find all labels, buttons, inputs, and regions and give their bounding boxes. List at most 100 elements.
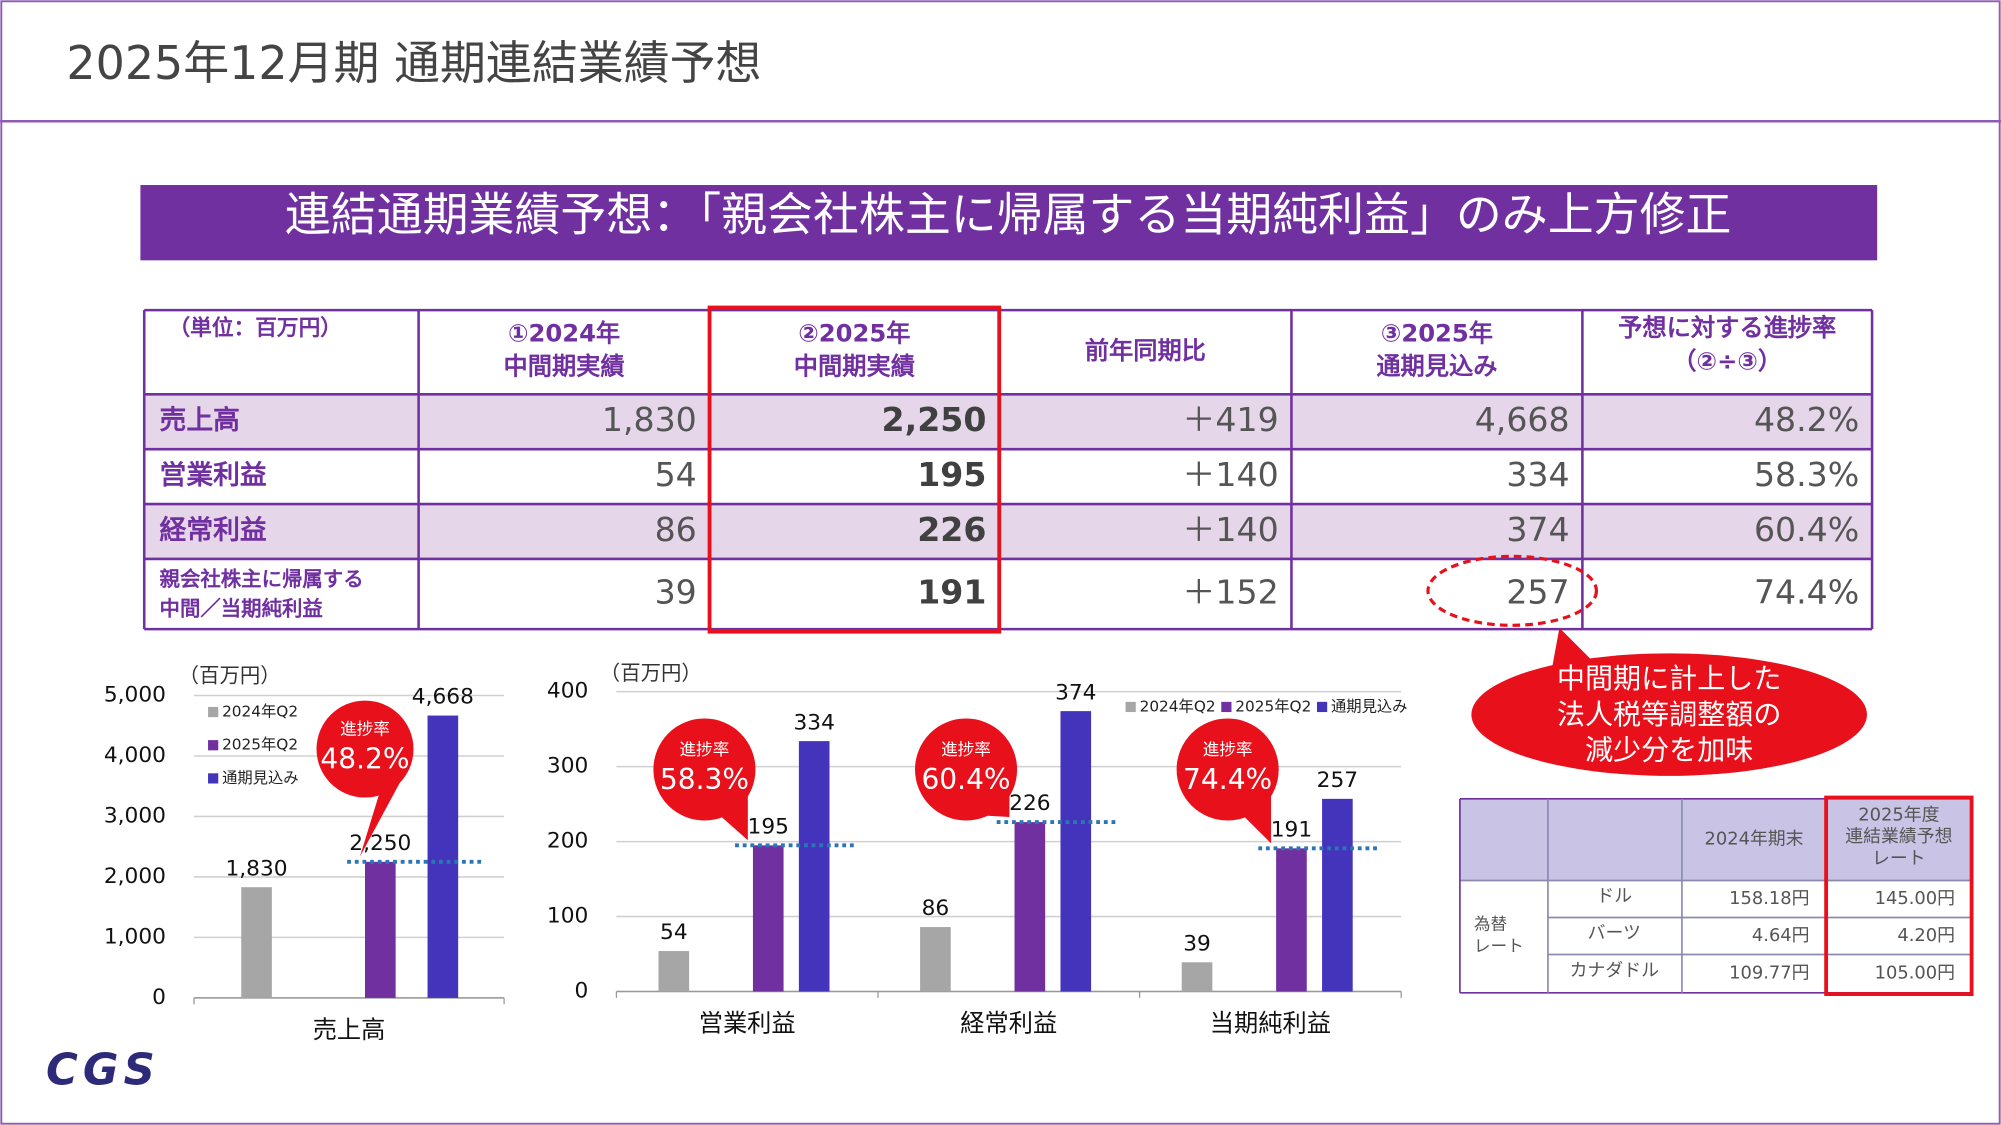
x-tick-label: 経常利益 bbox=[960, 1009, 1057, 1038]
table-header: 中間期実績 bbox=[794, 352, 915, 381]
callout-text: 法人税等調整額の bbox=[1557, 698, 1782, 731]
progress-bubble bbox=[316, 700, 414, 798]
fx-cell: 4.64円 bbox=[1752, 925, 1810, 946]
logo: CGS bbox=[46, 1046, 160, 1096]
table-cell: 74.4% bbox=[1754, 573, 1859, 612]
banner-bg bbox=[140, 185, 1878, 261]
data-label: 374 bbox=[1055, 680, 1096, 705]
row-label: 親会社株主に帰属する bbox=[160, 567, 364, 591]
highlight-box bbox=[707, 305, 1002, 634]
bar bbox=[241, 887, 272, 998]
table-row-bg bbox=[144, 449, 1873, 505]
table-cell: ＋140 bbox=[1182, 455, 1278, 494]
y-tick-label: 300 bbox=[547, 754, 588, 779]
data-label: 2,250 bbox=[349, 831, 411, 856]
table-cell: 2,250 bbox=[882, 400, 987, 439]
y-tick-label: 5,000 bbox=[104, 682, 166, 707]
legend-swatch bbox=[208, 740, 219, 751]
bar bbox=[1276, 848, 1307, 992]
x-tick-label: 売上高 bbox=[313, 1015, 386, 1044]
fx-header: 連結業績予想 bbox=[1845, 826, 1952, 847]
fx-group: レート bbox=[1474, 936, 1524, 955]
banner-text: 連結通期業績予想：「親会社株主に帰属する当期純利益」のみ上方修正 bbox=[285, 188, 1732, 242]
page-title: 2025年12月期 通期連結業績予想 bbox=[66, 36, 761, 90]
legend-label: 2025年Q2 bbox=[1235, 697, 1311, 715]
fx-row-label: バーツ bbox=[1588, 922, 1641, 943]
bar bbox=[1060, 711, 1092, 992]
bar bbox=[658, 951, 690, 992]
legend-label: 2024年Q2 bbox=[1140, 697, 1216, 715]
callout-text: 減少分を加味 bbox=[1585, 734, 1753, 767]
y-tick-label: 0 bbox=[152, 985, 166, 1010]
callout-text: 中間期に計上した bbox=[1557, 662, 1782, 695]
fx-cell: 4.20円 bbox=[1897, 925, 1955, 946]
progress-bubble bbox=[653, 718, 756, 821]
fx-highlight bbox=[1824, 795, 1974, 996]
progress-bubble bbox=[915, 718, 1018, 821]
table-cell: 4,668 bbox=[1475, 400, 1570, 439]
table-cell: 334 bbox=[1506, 455, 1569, 494]
y-tick-label: 400 bbox=[547, 679, 588, 704]
table-cell: 60.4% bbox=[1754, 510, 1859, 549]
fx-header: 2025年度 bbox=[1858, 804, 1939, 825]
data-label: 257 bbox=[1317, 768, 1358, 793]
y-tick-label: 200 bbox=[547, 829, 588, 854]
callout-bubble bbox=[1471, 653, 1867, 776]
table-header: 予想に対する進捗率 bbox=[1618, 313, 1836, 342]
y-tick-label: 4,000 bbox=[104, 743, 166, 768]
table-header: ②2025年 bbox=[798, 318, 910, 347]
table-row-bg bbox=[144, 558, 1873, 630]
progress-label: 進捗率 bbox=[680, 740, 730, 759]
table-cell: 257 bbox=[1506, 573, 1569, 612]
table-cell: 86 bbox=[655, 510, 697, 549]
table-cell: 48.2% bbox=[1754, 400, 1859, 439]
table-cell: 195 bbox=[917, 455, 986, 494]
data-label: 54 bbox=[660, 920, 688, 945]
table-cell: 191 bbox=[917, 573, 986, 612]
legend-label: 通期見込み bbox=[1331, 697, 1408, 715]
row-label: 中間／当期純利益 bbox=[160, 596, 323, 620]
fx-header: レート bbox=[1872, 848, 1926, 869]
progress-value: 48.2% bbox=[320, 743, 409, 776]
chart-unit: （百万円） bbox=[600, 661, 702, 685]
data-label: 226 bbox=[1009, 791, 1050, 816]
data-label: 86 bbox=[922, 896, 950, 921]
table-cell: ＋152 bbox=[1182, 573, 1278, 612]
bar bbox=[798, 741, 830, 992]
data-label: 334 bbox=[793, 710, 834, 735]
data-label: 39 bbox=[1183, 931, 1211, 956]
progress-value: 74.4% bbox=[1183, 763, 1272, 796]
bar bbox=[920, 927, 951, 992]
row-label: 営業利益 bbox=[160, 459, 267, 491]
fx-group: 為替 bbox=[1474, 915, 1507, 934]
fx-row-label: ドル bbox=[1596, 885, 1632, 906]
legend-swatch bbox=[1316, 701, 1328, 713]
row-label: 売上高 bbox=[160, 404, 240, 436]
bar bbox=[1014, 822, 1046, 992]
table-cell: 374 bbox=[1506, 510, 1569, 549]
legend-label: 通期見込み bbox=[222, 769, 299, 787]
table-cell: 39 bbox=[655, 573, 697, 612]
data-label: 1,830 bbox=[225, 856, 287, 881]
table-header: （単位：百万円） bbox=[169, 315, 343, 341]
table-cell: 226 bbox=[917, 510, 986, 549]
table-header: 前年同期比 bbox=[1085, 336, 1206, 365]
legend-label: 2025年Q2 bbox=[222, 736, 298, 754]
legend-label: 2024年Q2 bbox=[222, 703, 298, 721]
table-row-bg bbox=[144, 504, 1873, 559]
bar bbox=[427, 715, 459, 998]
fx-row-label: カナダドル bbox=[1570, 960, 1659, 981]
progress-value: 58.3% bbox=[660, 763, 749, 796]
table-cell: 54 bbox=[655, 455, 697, 494]
progress-label: 進捗率 bbox=[1203, 740, 1253, 759]
progress-value: 60.4% bbox=[921, 763, 1010, 796]
table-header: 中間期実績 bbox=[503, 352, 624, 381]
fx-cell: 105.00円 bbox=[1875, 963, 1955, 984]
legend-swatch bbox=[208, 773, 219, 784]
legend-swatch bbox=[1221, 701, 1232, 713]
highlight-ellipse bbox=[1426, 554, 1599, 627]
table-cell: ＋419 bbox=[1182, 400, 1278, 439]
table-cell: 58.3% bbox=[1754, 455, 1859, 494]
